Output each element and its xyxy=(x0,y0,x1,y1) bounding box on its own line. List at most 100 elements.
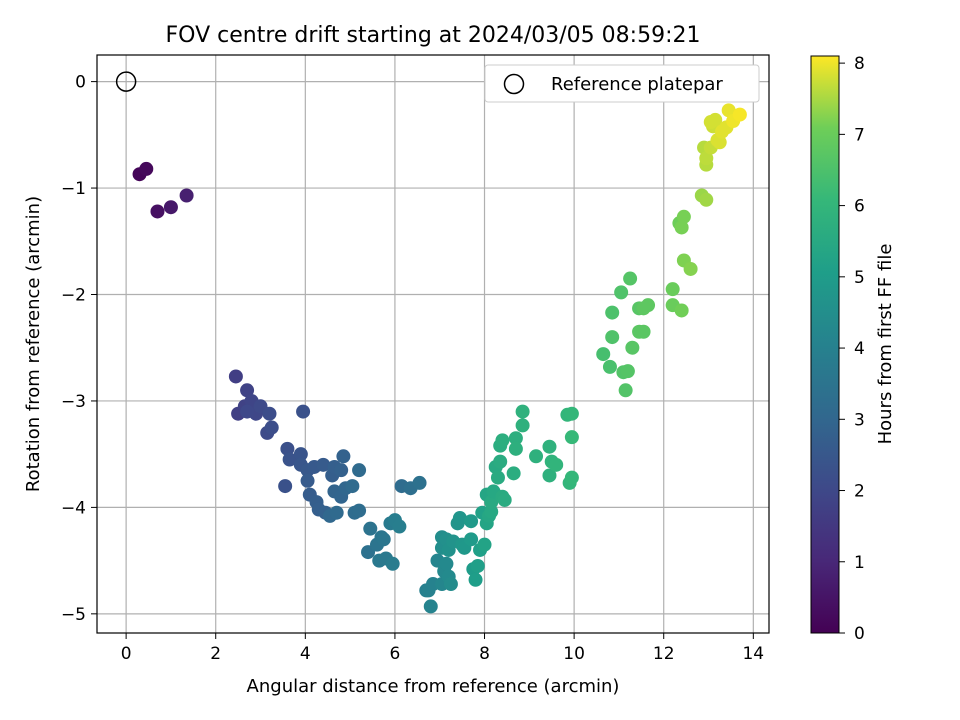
data-point xyxy=(683,261,698,276)
data-point xyxy=(240,383,255,398)
x-tick-label: 0 xyxy=(121,644,132,664)
y-axis-label: Rotation from reference (arcmin) xyxy=(23,196,44,492)
legend-box xyxy=(484,64,760,103)
data-point xyxy=(240,404,255,419)
data-point xyxy=(484,504,499,519)
data-point xyxy=(674,303,689,318)
data-point xyxy=(470,558,485,573)
colorbar-tick-label: 6 xyxy=(854,197,865,217)
colorbar-gradient xyxy=(810,55,840,634)
data-point xyxy=(708,112,723,127)
data-point xyxy=(564,406,579,421)
colorbar-tick-label: 3 xyxy=(854,410,865,430)
data-point xyxy=(564,430,579,445)
grid-lines xyxy=(97,55,769,633)
data-point xyxy=(699,192,714,207)
data-point xyxy=(596,347,611,362)
data-point xyxy=(464,514,479,529)
data-point xyxy=(464,532,479,547)
data-point xyxy=(316,457,331,472)
data-point xyxy=(620,364,635,379)
x-tick-label: 12 xyxy=(653,644,675,664)
y-tick-label: −2 xyxy=(61,286,86,306)
data-point xyxy=(506,466,521,481)
data-point xyxy=(497,492,512,507)
data-point xyxy=(385,556,400,571)
data-point xyxy=(352,503,367,518)
data-point xyxy=(676,209,691,224)
y-tick-label: −1 xyxy=(61,179,86,199)
data-point xyxy=(352,463,367,478)
data-point xyxy=(618,383,633,398)
colorbar-tick-label: 5 xyxy=(854,268,865,288)
colorbar-tick-label: 8 xyxy=(854,54,865,74)
data-point xyxy=(163,200,178,215)
data-point xyxy=(490,470,505,485)
plot-area-frame xyxy=(96,54,770,634)
data-point xyxy=(542,468,557,483)
colorbar-tick-label: 2 xyxy=(854,482,865,502)
x-tick-label: 4 xyxy=(300,644,311,664)
data-point xyxy=(278,479,293,494)
data-point xyxy=(721,103,736,118)
data-point xyxy=(515,418,530,433)
legend-label: Reference platepar xyxy=(551,74,723,95)
scatter-points xyxy=(132,103,747,614)
y-tick-label: −3 xyxy=(61,392,86,412)
data-point xyxy=(605,330,620,345)
data-point xyxy=(262,406,277,421)
y-tick-label: −4 xyxy=(61,498,86,518)
data-point xyxy=(296,404,311,419)
data-point xyxy=(264,420,279,435)
data-point xyxy=(477,537,492,552)
data-point xyxy=(636,324,651,339)
reference-platepar-point xyxy=(115,71,137,92)
data-point xyxy=(282,452,297,467)
data-point xyxy=(508,441,523,456)
legend-reference-marker xyxy=(503,73,525,95)
y-axis-ticks: 0 −1 −2 −3 −4 −5 xyxy=(61,73,97,625)
data-point xyxy=(529,449,544,464)
data-point xyxy=(484,495,499,510)
data-point xyxy=(280,441,295,456)
data-point xyxy=(179,188,194,203)
data-point xyxy=(423,599,438,614)
colorbar-tick-label: 7 xyxy=(854,125,865,145)
data-point xyxy=(412,475,427,490)
data-point xyxy=(614,285,629,300)
data-point xyxy=(674,220,689,235)
data-point xyxy=(443,577,458,592)
data-point xyxy=(345,479,360,494)
data-point xyxy=(602,359,617,374)
data-point xyxy=(452,511,467,526)
data-point xyxy=(329,505,344,520)
reference-marker xyxy=(115,71,137,92)
data-point xyxy=(439,556,454,571)
data-point xyxy=(605,305,620,320)
data-point xyxy=(712,135,727,150)
data-point xyxy=(549,457,564,472)
data-point xyxy=(515,404,530,419)
x-tick-label: 10 xyxy=(563,644,585,664)
data-point xyxy=(699,151,714,166)
data-point xyxy=(363,521,378,536)
x-tick-label: 2 xyxy=(210,644,221,664)
data-point xyxy=(625,340,640,355)
colorbar-tick-label: 1 xyxy=(854,553,865,573)
colorbar-label: Hours from first FF file xyxy=(875,244,896,445)
x-tick-label: 8 xyxy=(479,644,490,664)
data-point xyxy=(228,369,243,384)
colorbar-tick-label: 0 xyxy=(854,624,865,644)
colorbar-tick-label: 4 xyxy=(854,339,865,359)
data-point xyxy=(392,519,407,534)
data-point xyxy=(300,473,315,488)
data-point xyxy=(542,439,557,454)
data-point xyxy=(636,301,651,316)
data-point xyxy=(623,271,638,286)
data-point xyxy=(508,431,523,446)
x-axis-label: Angular distance from reference (arcmin) xyxy=(247,676,620,697)
data-point xyxy=(732,107,747,122)
x-axis-ticks: 0 2 4 6 8 10 12 14 xyxy=(121,633,764,664)
data-point xyxy=(665,282,680,297)
